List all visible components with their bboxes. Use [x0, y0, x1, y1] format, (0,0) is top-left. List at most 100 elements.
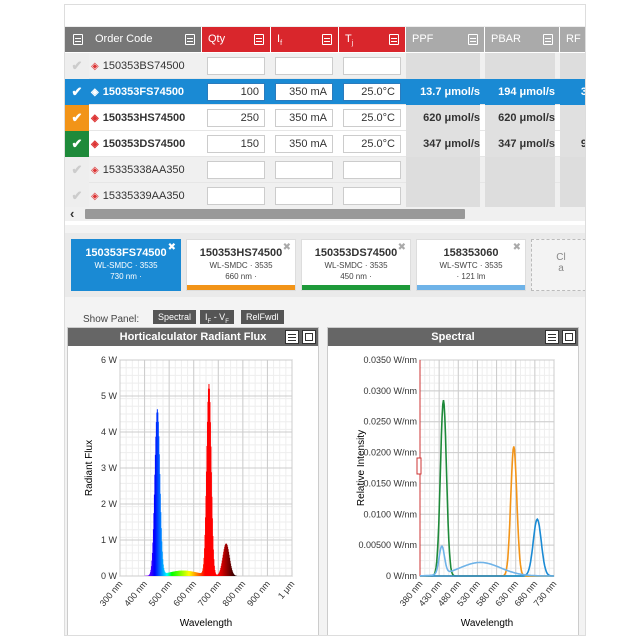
header-rf[interactable]: RF	[560, 27, 585, 52]
tj-input[interactable]: 25.0°C	[343, 135, 401, 153]
rf-value	[560, 157, 585, 183]
panel-maximize-icon[interactable]	[302, 330, 316, 344]
led-card[interactable]: 150353FS74500 WL-SMDC · 3535 730 nm · ✖	[71, 239, 181, 291]
y-tick-label: 5 W	[101, 391, 118, 401]
order-code[interactable]: ◈ 150353HS74500	[91, 105, 185, 131]
order-code-text: 150353HS74500	[102, 112, 186, 124]
y-tick-label: 0.0350 W/nm	[363, 355, 417, 365]
if-input[interactable]	[275, 161, 333, 179]
order-code[interactable]: ◈ 150353FS74500	[91, 79, 184, 105]
close-icon[interactable]: ✖	[512, 242, 521, 253]
led-card[interactable]: 150353DS74500 WL-SMDC · 3535 450 nm · ✖	[301, 239, 411, 291]
add-card-button[interactable]: Cl a	[531, 239, 585, 291]
header-pbar[interactable]: PBAR	[485, 27, 559, 52]
panel-menu-icon[interactable]	[545, 330, 559, 344]
tj-input[interactable]	[343, 57, 401, 75]
qty-input[interactable]: 250	[207, 109, 265, 127]
panel-menu-icon[interactable]	[285, 330, 299, 344]
header-sub: f	[280, 40, 283, 48]
tj-input[interactable]	[343, 187, 401, 205]
relfwdl-panel-button[interactable]: RelFwdl	[241, 310, 284, 324]
header-ppf[interactable]: PPF	[406, 27, 484, 52]
if-input[interactable]: 350 mA	[275, 109, 333, 127]
qty-input[interactable]: 100	[207, 83, 265, 101]
card-line1: WL-SMDC · 3535	[94, 261, 158, 270]
qty-input[interactable]	[207, 57, 265, 75]
scrollbar-thumb[interactable]	[85, 209, 465, 219]
rf-value: 3	[560, 79, 585, 105]
header-order-code[interactable]: Order Code	[89, 27, 201, 52]
spectral-series-line	[420, 545, 554, 577]
pbar-value: 347 μmol/s	[485, 131, 555, 157]
qty-input[interactable]	[207, 187, 265, 205]
pbar-value	[485, 183, 555, 209]
row-checkbox[interactable]: ✔	[65, 105, 89, 131]
led-card[interactable]: 158353060 WL-SWTC · 3535 · 121 lm ✖	[416, 239, 526, 291]
table-row[interactable]: ✔ ◈ 15335339AA350	[65, 183, 585, 209]
table-row[interactable]: ✔ ◈ 15335338AA350	[65, 157, 585, 183]
panel-maximize-icon[interactable]	[562, 330, 576, 344]
led-card[interactable]: 150353HS74500 WL-SMDC · 3535 660 nm · ✖	[186, 239, 296, 291]
table-row[interactable]: ✔ ◈ 150353DS74500 150 350 mA 25.0°C 347 μmol/s…	[65, 131, 585, 157]
table-row[interactable]: ✔ ◈ 150353BS74500	[65, 53, 585, 79]
x-tick-label: 500 nm	[147, 579, 174, 608]
horizontal-scrollbar[interactable]: ‹	[65, 206, 585, 221]
panel-header: Spectral	[328, 328, 578, 346]
qty-input[interactable]: 150	[207, 135, 265, 153]
x-tick-label: 1 μm	[276, 579, 297, 601]
header-if[interactable]: If	[271, 27, 338, 52]
show-panel-label: Show Panel:	[83, 314, 140, 325]
close-icon[interactable]: ✖	[282, 242, 291, 253]
select-all-header[interactable]	[65, 27, 89, 52]
spectral-series-line	[420, 517, 554, 577]
if-vf-panel-button[interactable]: IF - VF	[200, 310, 234, 325]
diamond-icon: ◈	[91, 113, 99, 124]
if-input[interactable]: 350 mA	[275, 83, 333, 101]
diamond-icon: ◈	[91, 139, 99, 150]
flux-fill-group	[144, 384, 237, 576]
tj-input[interactable]	[343, 161, 401, 179]
if-input[interactable]: 350 mA	[275, 135, 333, 153]
x-tick-label: 300 nm	[98, 579, 125, 608]
close-icon[interactable]: ✖	[167, 242, 176, 253]
qty-input[interactable]	[207, 161, 265, 179]
row-checkbox[interactable]: ✔	[65, 79, 89, 105]
y-tick-label: 2 W	[101, 499, 118, 509]
close-icon[interactable]: ✖	[397, 242, 406, 253]
card-title: 150353DS74500	[314, 247, 398, 259]
order-code[interactable]: ◈ 15335339AA350	[91, 183, 185, 209]
row-checkbox[interactable]: ✔	[65, 157, 89, 183]
y-tick-label: 0 W	[101, 571, 118, 581]
row-checkbox[interactable]: ✔	[65, 53, 89, 79]
ppf-value: 13.7 μmol/s	[406, 79, 480, 105]
spectral-panel: Spectral 0 W/nm 0.00500 W/nm 0.0100 W/nm 0.…	[327, 327, 579, 635]
tj-input[interactable]: 25.0°C	[343, 83, 401, 101]
card-line2: 660 nm ·	[225, 272, 257, 281]
diamond-icon: ◈	[91, 87, 99, 98]
order-code[interactable]: ◈ 150353BS74500	[91, 53, 185, 79]
header-tj[interactable]: Tj	[339, 27, 405, 52]
card-title: 158353060	[443, 247, 499, 259]
row-checkbox[interactable]: ✔	[65, 131, 89, 157]
card-title: 150353HS74500	[199, 247, 283, 259]
header-qty[interactable]: Qty	[202, 27, 270, 52]
card-line1: WL-SMDC · 3535	[324, 261, 388, 270]
if-input[interactable]	[275, 57, 333, 75]
panel-header: Horticalculator Radiant Flux	[68, 328, 318, 346]
spectral-panel-button[interactable]: Spectral	[153, 310, 197, 324]
row-checkbox[interactable]: ✔	[65, 183, 89, 209]
y-tick-label: 1 W	[101, 535, 118, 545]
y-tick-label: 0.0300 W/nm	[363, 386, 417, 396]
table-row[interactable]: ✔ ◈ 150353FS74500 100 350 mA 25.0°C 13.7 μmol/…	[65, 79, 585, 105]
if-input[interactable]	[275, 187, 333, 205]
tj-input[interactable]: 25.0°C	[343, 109, 401, 127]
table-row[interactable]: ✔ ◈ 150353HS74500 250 350 mA 25.0°C 620 μmol/s…	[65, 105, 585, 131]
order-code-text: 15335339AA350	[102, 190, 185, 202]
add-card-label: Cl	[556, 252, 566, 263]
order-code[interactable]: ◈ 15335338AA350	[91, 157, 185, 183]
order-code[interactable]: ◈ 150353DS74500	[91, 131, 185, 157]
scroll-left-icon[interactable]: ‹	[70, 206, 75, 221]
spectral-chart: 0 W/nm 0.00500 W/nm 0.0100 W/nm 0.0150 W/nm…	[356, 355, 559, 629]
header-label: RF	[566, 33, 581, 45]
